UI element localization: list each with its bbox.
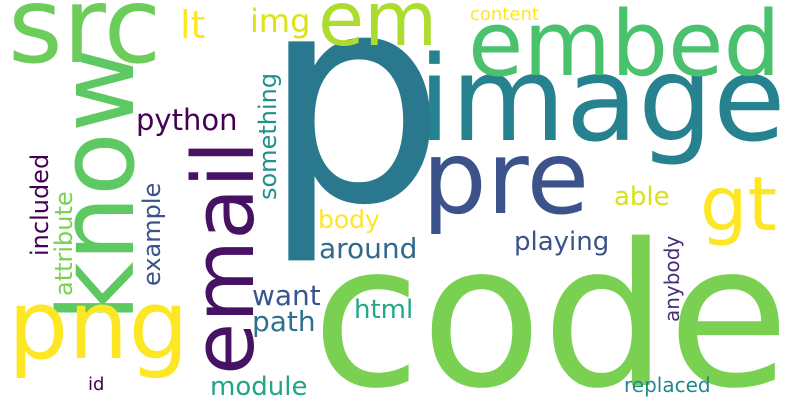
word: python (136, 103, 237, 137)
word: body (318, 205, 380, 234)
word: module (210, 372, 307, 400)
word: p (262, 0, 446, 269)
word: id (88, 374, 104, 395)
word: around (319, 232, 417, 265)
word: example (138, 183, 166, 286)
word: gt (700, 160, 777, 248)
word: content (470, 4, 539, 25)
word: img (250, 2, 310, 40)
word: replaced (624, 373, 711, 397)
word: know (36, 47, 158, 322)
word: email (175, 141, 274, 375)
word: attribute (50, 191, 78, 296)
word: em (318, 0, 437, 63)
word: playing (514, 227, 609, 257)
word: path (252, 305, 316, 338)
word: code (312, 201, 790, 400)
word: something (254, 73, 282, 200)
word: html (354, 295, 413, 325)
word: embed (468, 0, 781, 97)
word: png (8, 271, 189, 381)
word: src (8, 0, 161, 87)
word: included (26, 154, 54, 256)
word: want (252, 279, 321, 312)
word: able (614, 182, 670, 212)
word: lt (180, 3, 205, 47)
word: pre (422, 119, 589, 238)
word: image (418, 30, 786, 168)
word: anybody (660, 236, 684, 322)
